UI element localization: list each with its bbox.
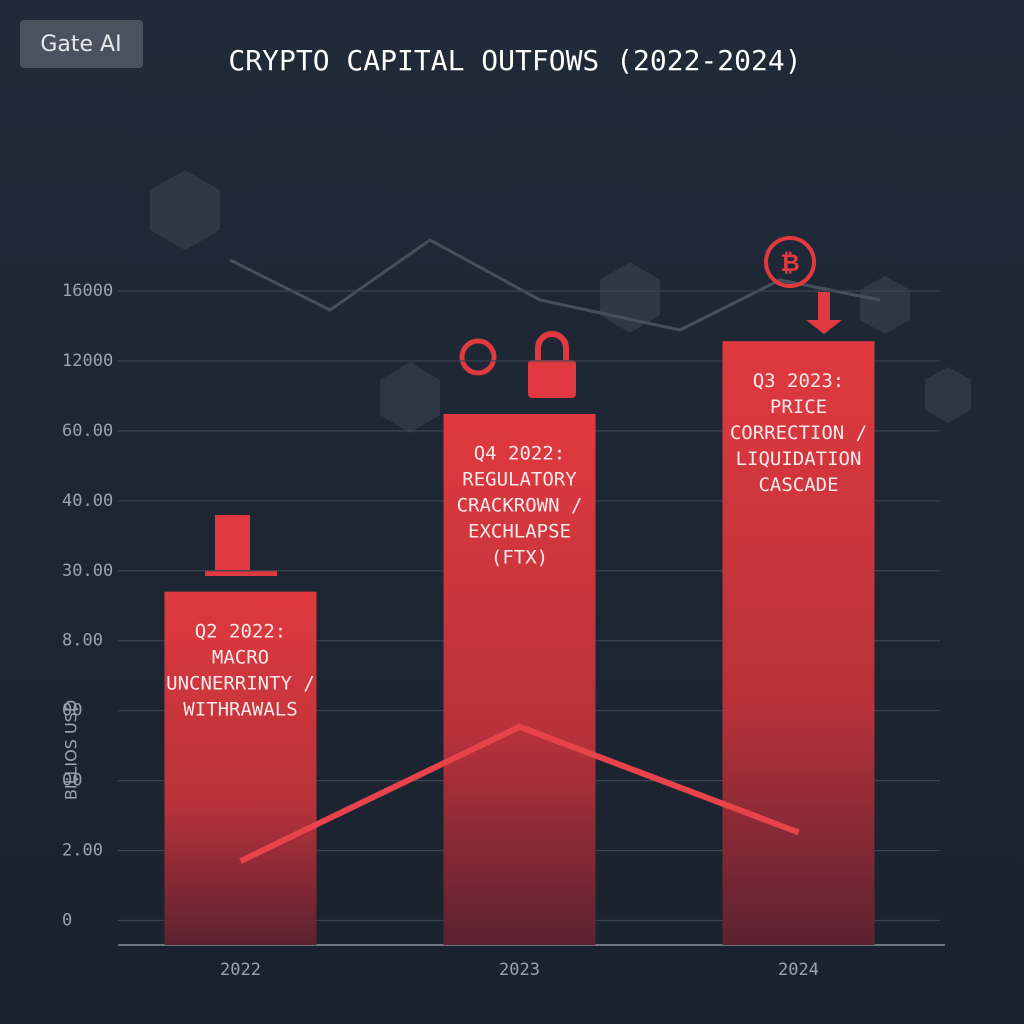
annotation: Q4 2022: [474,443,566,465]
bar [164,591,317,945]
y-tick-label: 0 [62,911,72,931]
badge-text: Gate AI [40,32,121,57]
annotation: LIQUIDATION [736,448,862,470]
y-tick-label: 2.00 [62,841,103,861]
bar-edge [164,591,317,595]
y-tick-label: 40.00 [62,491,113,511]
annotation: CRACKROWN / [457,495,583,517]
trend-line [239,723,800,864]
y-tick-label: 30.00 [62,561,113,581]
y-tick-label: 12000 [62,351,113,371]
annotation: REGULATORY [462,469,577,491]
y-tick-label: 00 [62,771,82,791]
decor-network [229,238,881,332]
decor [150,170,971,433]
bar [443,414,596,945]
x-tick-label: 2023 [499,960,540,980]
x-tick-label: 2024 [778,960,819,980]
annotation: CASCADE [758,474,838,496]
icon-bitcoin: ₿ [764,236,842,334]
annotation: Q2 2022: [195,620,287,642]
annotation: PRICE [770,396,827,418]
annotation: (FTX) [491,547,548,569]
y-tick-label: 8.00 [62,631,103,651]
annotation: MACRO [212,646,269,668]
y-axis-label: BILLIOS USD [62,700,81,800]
annotation: WITHRAWALS [183,698,297,720]
bar-edge [722,341,875,345]
annotation: EXCHLAPSE [468,521,571,543]
annotation: Q3 2023: [753,370,845,392]
y-tick-label: 60.00 [62,421,113,441]
annotation: UNCNERRINTY / [166,672,315,694]
annotation: CORRECTION / [730,422,867,444]
icon-building [205,515,277,576]
icon-lock [459,331,576,398]
y-tick-label: 16000 [62,281,113,301]
svg-text:₿: ₿ [780,249,800,277]
y-tick-label: 00 [62,701,82,721]
badge [20,20,143,68]
bar [722,341,875,945]
bar-edge [443,414,596,418]
x-tick-label: 2022 [220,960,261,980]
chart-title: CRYPTO CAPITAL OUTFOWS (2022-2024) [228,44,801,77]
